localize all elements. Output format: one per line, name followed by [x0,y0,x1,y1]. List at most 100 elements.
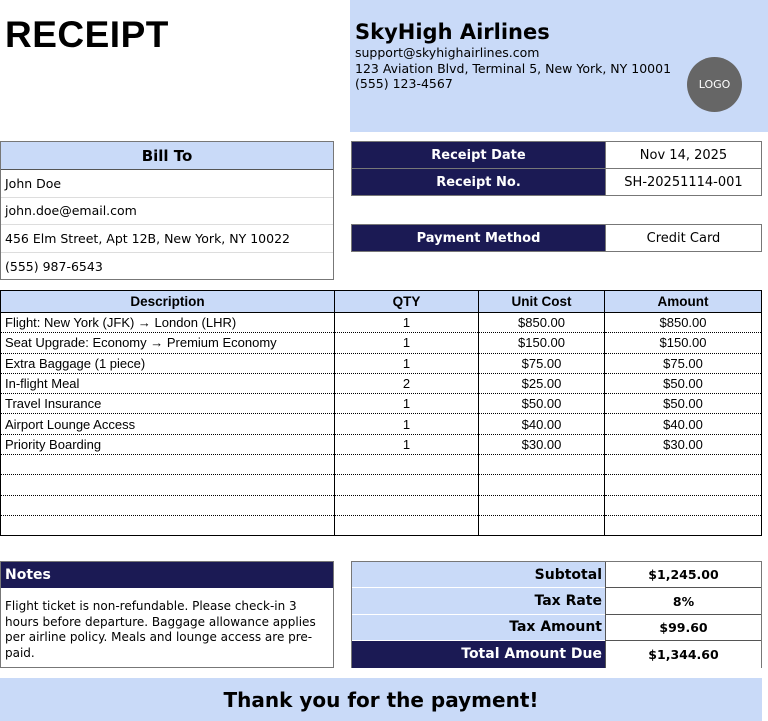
receipt-date-row: Receipt Date Nov 14, 2025 [351,141,762,169]
company-info: SkyHigh Airlines support@skyhighairlines… [350,0,768,132]
item-qty [334,495,479,516]
tax-amount-value: $99.60 [605,614,761,642]
item-amount: $30.00 [604,434,762,456]
item-unit-cost: $30.00 [478,434,605,456]
item-qty: 1 [334,434,479,456]
item-amount: $850.00 [604,312,762,334]
table-row: Extra Baggage (1 piece) 1 $75.00 $75.00 [0,353,762,374]
tax-amount-label: Tax Amount [352,615,605,642]
receipt-no-label: Receipt No. [352,169,605,195]
item-description: Seat Upgrade: Economy → Premium Economy [0,332,335,354]
item-amount: $50.00 [604,393,762,415]
table-row: Flight: New York (JFK) → London (LHR) 1 $8… [0,312,762,334]
item-qty [334,454,479,476]
table-row: Airport Lounge Access 1 $40.00 $40.00 [0,413,762,435]
item-unit-cost: $40.00 [478,413,605,435]
item-unit-cost: $75.00 [478,353,605,374]
item-description [0,474,335,496]
total-due-row: Total Amount Due $1,344.60 [352,641,761,668]
item-unit-cost: $25.00 [478,373,605,395]
table-row [0,474,762,496]
payment-method-value: Credit Card [605,225,761,251]
notes-text: Flight ticket is non-refundable. Please … [5,599,316,660]
item-amount: $150.00 [604,332,762,354]
bill-to-email: john.doe@email.com [1,198,333,225]
payment-method-label: Payment Method [352,225,605,251]
item-qty [334,474,479,496]
item-description: In-flight Meal [0,373,335,395]
item-qty: 2 [334,373,479,395]
thank-you-banner: Thank you for the payment! [0,678,762,721]
item-unit-cost [478,495,605,516]
item-qty: 1 [334,312,479,334]
table-row [0,515,762,537]
col-unit-cost: Unit Cost [478,290,605,313]
subtotal-row: Subtotal $1,245.00 [352,562,761,589]
bill-to-name: John Doe [1,170,333,198]
item-qty: 1 [334,393,479,415]
receipt-no-row: Receipt No. SH-20251114-001 [351,168,762,196]
bill-to-address: 456 Elm Street, Apt 12B, New York, NY 10… [1,225,333,253]
item-description: Extra Baggage (1 piece) [0,353,335,374]
item-description: Travel Insurance [0,393,335,415]
item-amount: $50.00 [604,373,762,395]
company-email: support@skyhighairlines.com [355,45,540,60]
receipt-no-value: SH-20251114-001 [605,169,761,195]
table-row [0,495,762,516]
item-amount [604,474,762,496]
items-header-row: Description QTY Unit Cost Amount [0,290,762,313]
item-amount: $75.00 [604,353,762,374]
item-qty: 1 [334,413,479,435]
item-amount [604,454,762,476]
item-description: Priority Boarding [0,434,335,456]
item-description: Flight: New York (JFK) → London (LHR) [0,312,335,334]
tax-rate-label: Tax Rate [352,588,605,615]
total-due-label: Total Amount Due [352,641,605,668]
company-name: SkyHigh Airlines [355,20,550,44]
bill-to-phone: (555) 987-6543 [5,258,103,274]
item-amount: $40.00 [604,413,762,435]
subtotal-label: Subtotal [352,562,605,589]
receipt-date-value: Nov 14, 2025 [605,142,761,168]
logo: LOGO [687,57,742,112]
item-unit-cost: $850.00 [478,312,605,334]
tax-amount-row: Tax Amount $99.60 [352,614,761,642]
item-qty [334,515,479,537]
notes-header: Notes [1,562,333,588]
table-row: In-flight Meal 2 $25.00 $50.00 [0,373,762,395]
item-unit-cost: $150.00 [478,332,605,354]
tax-rate-value: 8% [605,588,761,615]
item-unit-cost: $50.00 [478,393,605,415]
tax-rate-row: Tax Rate 8% [352,588,761,615]
item-amount [604,515,762,537]
company-phone: (555) 123-4567 [355,76,453,91]
col-qty: QTY [334,290,479,313]
payment-method-row: Payment Method Credit Card [351,224,762,252]
bill-to-header: Bill To [1,142,333,170]
receipt-title: RECEIPT [5,14,169,55]
item-description [0,495,335,516]
company-address: 123 Aviation Blvd, Terminal 5, New York,… [355,61,672,76]
item-unit-cost [478,474,605,496]
item-unit-cost [478,454,605,476]
notes-section: Notes Flight ticket is non-refundable. P… [0,561,334,668]
items-table: Description QTY Unit Cost Amount Flight:… [0,290,762,537]
totals-section: Subtotal $1,245.00 Tax Rate 8% Tax Amoun… [351,561,762,668]
receipt-date-label: Receipt Date [352,142,605,168]
item-description [0,515,335,537]
item-description: Airport Lounge Access [0,413,335,435]
col-amount: Amount [604,290,762,313]
subtotal-value: $1,245.00 [605,562,761,589]
item-qty: 1 [334,332,479,354]
table-row [0,454,762,476]
total-due-value: $1,344.60 [605,641,761,668]
item-description [0,454,335,476]
item-unit-cost [478,515,605,537]
table-row: Seat Upgrade: Economy → Premium Economy 1… [0,332,762,354]
item-amount [604,495,762,516]
col-description: Description [0,290,335,313]
table-row: Travel Insurance 1 $50.00 $50.00 [0,393,762,415]
item-qty: 1 [334,353,479,374]
bill-to-section: Bill To John Doe john.doe@email.com 456 … [0,141,334,280]
table-row: Priority Boarding 1 $30.00 $30.00 [0,434,762,456]
